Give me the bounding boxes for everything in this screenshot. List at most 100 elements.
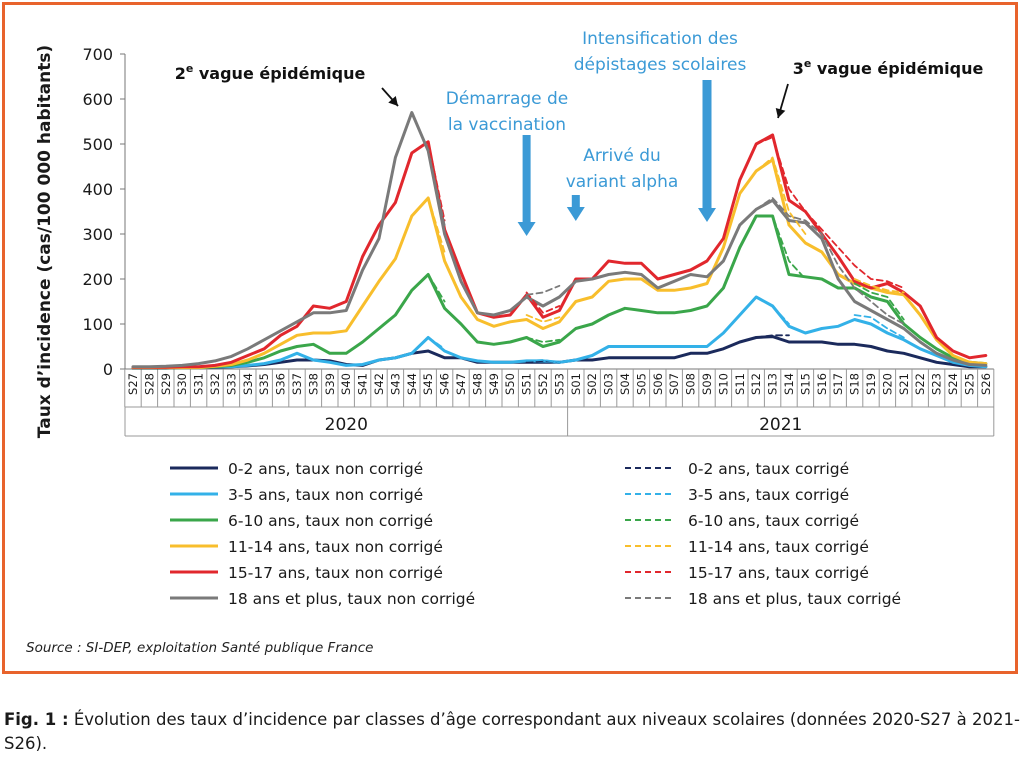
y-tick-label: 400 — [82, 180, 113, 199]
x-tick-label: S45 — [421, 373, 435, 395]
legend-label: 11-14 ans, taux corrigé — [688, 538, 869, 556]
legend-label: 15-17 ans, taux corrigé — [688, 564, 869, 582]
legend-label: 0-2 ans, taux corrigé — [688, 460, 849, 478]
caption-text: Évolution des taux d’incidence par class… — [4, 710, 1020, 753]
x-tick-label: S25 — [962, 373, 976, 395]
x-tick-label: S14 — [782, 373, 796, 395]
annotation-blue-arrowhead — [566, 207, 585, 221]
chart-lines — [131, 111, 988, 370]
x-tick-label: S43 — [388, 373, 402, 395]
legend-label: 3-5 ans, taux corrigé — [688, 486, 849, 504]
y-tick-label: 200 — [82, 270, 113, 289]
legend-label: 6-10 ans, taux non corrigé — [228, 512, 433, 530]
x-tick-label: S01 — [569, 373, 583, 395]
x-tick-label: S35 — [257, 373, 271, 395]
x-tick-label: S30 — [175, 373, 189, 395]
series-line-10 — [427, 136, 905, 314]
x-tick-label: S12 — [749, 373, 763, 395]
caption-label: Fig. 1 : — [4, 710, 69, 729]
annotation-arrowhead — [775, 107, 786, 118]
series-line-8 — [427, 215, 905, 343]
x-tick-label: S21 — [897, 373, 911, 395]
series-line-6 — [427, 334, 790, 364]
chart-legend: 0-2 ans, taux non corrigé 3-5 ans, taux n… — [170, 460, 901, 608]
year-label-2021: 2021 — [759, 415, 802, 435]
x-tick-label: S49 — [487, 373, 501, 395]
x-tick-label: S32 — [208, 373, 222, 395]
y-tick-label: 500 — [82, 135, 113, 154]
x-tick-label: S17 — [831, 373, 845, 395]
annotation-blue-arrowhead — [698, 208, 716, 222]
annotation-blue-arrowhead — [517, 222, 536, 236]
x-tick-label: S19 — [864, 373, 878, 395]
annotation-blue-text: Intensification des — [582, 29, 738, 49]
x-tick-label: S28 — [142, 373, 156, 395]
legend-label: 3-5 ans, taux non corrigé — [228, 486, 423, 504]
x-tick-label: S36 — [274, 373, 288, 395]
x-tick-label: S40 — [339, 373, 353, 395]
x-tick-label: S31 — [192, 373, 206, 395]
legend-label: 0-2 ans, taux non corrigé — [228, 460, 423, 478]
x-tick-label: S18 — [848, 373, 862, 395]
x-tick-label: S11 — [733, 373, 747, 395]
x-tick-label: S33 — [224, 373, 238, 395]
annotation-wave: 2e vague épidémique — [175, 62, 366, 83]
x-tick-label: S27 — [126, 373, 140, 395]
annotation-blue-text: Arrivé du — [583, 146, 661, 166]
x-tick-label: S41 — [356, 373, 370, 395]
x-tick-label: S20 — [880, 373, 894, 395]
x-tick-label: S37 — [290, 373, 304, 395]
x-tick-label: S06 — [651, 373, 665, 395]
x-tick-label: S07 — [667, 373, 681, 395]
x-tick-label: S24 — [946, 373, 960, 395]
incidence-chart: 0 100 200 300 400 500 600 700 Taux d’incidence (… — [35, 29, 995, 608]
annotation-arrowhead — [388, 95, 398, 106]
annotation-blue-arrow-shaft — [522, 135, 531, 222]
annotation-blue-arrow-shaft — [702, 80, 712, 208]
chart-annotations: 2e vague épidémique Démarrage de la vaccin… — [175, 29, 984, 236]
x-tick-label: S15 — [798, 373, 812, 395]
x-tick-label: S02 — [585, 373, 599, 395]
x-tick-label: S50 — [503, 373, 517, 395]
x-tick-label: S29 — [159, 373, 173, 395]
x-tick-label: S13 — [766, 373, 780, 395]
x-tick-label: S53 — [552, 373, 566, 395]
annotation-blue-text: dépistages scolaires — [574, 55, 747, 75]
x-tick-label: S38 — [306, 373, 320, 395]
y-tick-label: 600 — [82, 90, 113, 109]
year-label-2020: 2020 — [325, 415, 368, 435]
y-tick-label: 0 — [103, 360, 113, 379]
series-line-3 — [131, 158, 988, 370]
x-tick-label: S03 — [602, 373, 616, 395]
figure-frame — [2, 2, 1018, 674]
legend-label: 11-14 ans, taux non corrigé — [228, 538, 443, 556]
series-line-7 — [427, 296, 905, 364]
x-tick-label: S10 — [716, 373, 730, 395]
x-tick-label: S26 — [979, 373, 993, 395]
annotation-blue-text: la vaccination — [448, 115, 566, 135]
annotation-wave: 3e vague épidémique — [793, 57, 984, 78]
series-line-5 — [131, 111, 988, 369]
annotation-blue-text: variant alpha — [566, 172, 679, 192]
legend-label: 15-17 ans, taux non corrigé — [228, 564, 443, 582]
annotation-blue-text: Démarrage de — [446, 89, 569, 109]
x-tick-label: S47 — [454, 373, 468, 395]
legend-label: 6-10 ans, taux corrigé — [688, 512, 859, 530]
x-tick-label: S52 — [536, 373, 550, 395]
legend-label: 18 ans et plus, taux non corrigé — [228, 590, 475, 608]
chart-axes: 0 100 200 300 400 500 600 700 Taux d’incidence (… — [35, 45, 995, 438]
source-note: Source : SI-DEP, exploitation Santé publ… — [26, 640, 374, 656]
x-tick-label: S34 — [241, 373, 255, 395]
x-tick-label: S04 — [618, 373, 632, 395]
x-tick-label: S42 — [372, 373, 386, 395]
y-axis-title: Taux d’incidence (cas/100 000 habitants) — [35, 45, 55, 438]
x-tick-label: S39 — [323, 373, 337, 395]
annotation-blue-arrow-shaft — [571, 195, 580, 207]
series-line-4 — [131, 133, 988, 369]
x-tick-label: S08 — [684, 373, 698, 395]
x-tick-label: S44 — [405, 373, 419, 395]
y-tick-label: 100 — [82, 315, 113, 334]
x-tick-label: S48 — [470, 373, 484, 395]
x-tick-label: S23 — [930, 373, 944, 395]
legend-label: 18 ans et plus, taux corrigé — [688, 590, 901, 608]
